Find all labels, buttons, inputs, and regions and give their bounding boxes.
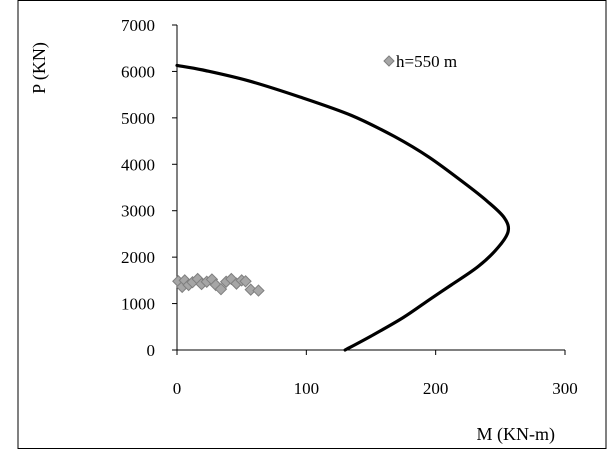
y-tick-label: 1000 [121,295,155,314]
y-tick-label: 3000 [121,202,155,221]
y-axis-title: P (KN) [29,42,50,94]
legend-marker-diamond [383,55,395,67]
data-point-diamond [214,282,228,296]
y-tick-label: 7000 [121,16,155,35]
x-axis-title: M (KN-m) [477,424,556,445]
y-axis-title-group: P (KN) [29,42,50,94]
legend-label: h=550 m [396,52,457,71]
data-point-diamond [244,283,257,296]
x-tick-label: 300 [552,379,578,398]
data-point-diamond [239,275,252,288]
x-tick-label: 100 [294,379,320,398]
data-point-diamond [252,284,265,297]
legend: h=550 m [383,52,457,71]
interaction-curve [175,63,511,352]
y-tick-label: 0 [147,341,156,360]
x-tick-label: 0 [173,379,182,398]
x-tick-label: 200 [423,379,449,398]
ticks-layer: 0 1000 2000 3000 4000 5000 6000 7000 0 100 200 300 [121,16,578,398]
y-tick-label: 2000 [121,248,155,267]
series-layer [172,63,511,352]
y-tick-label: 6000 [121,62,155,81]
y-tick-label: 4000 [121,155,155,174]
y-tick-label: 5000 [121,109,155,128]
